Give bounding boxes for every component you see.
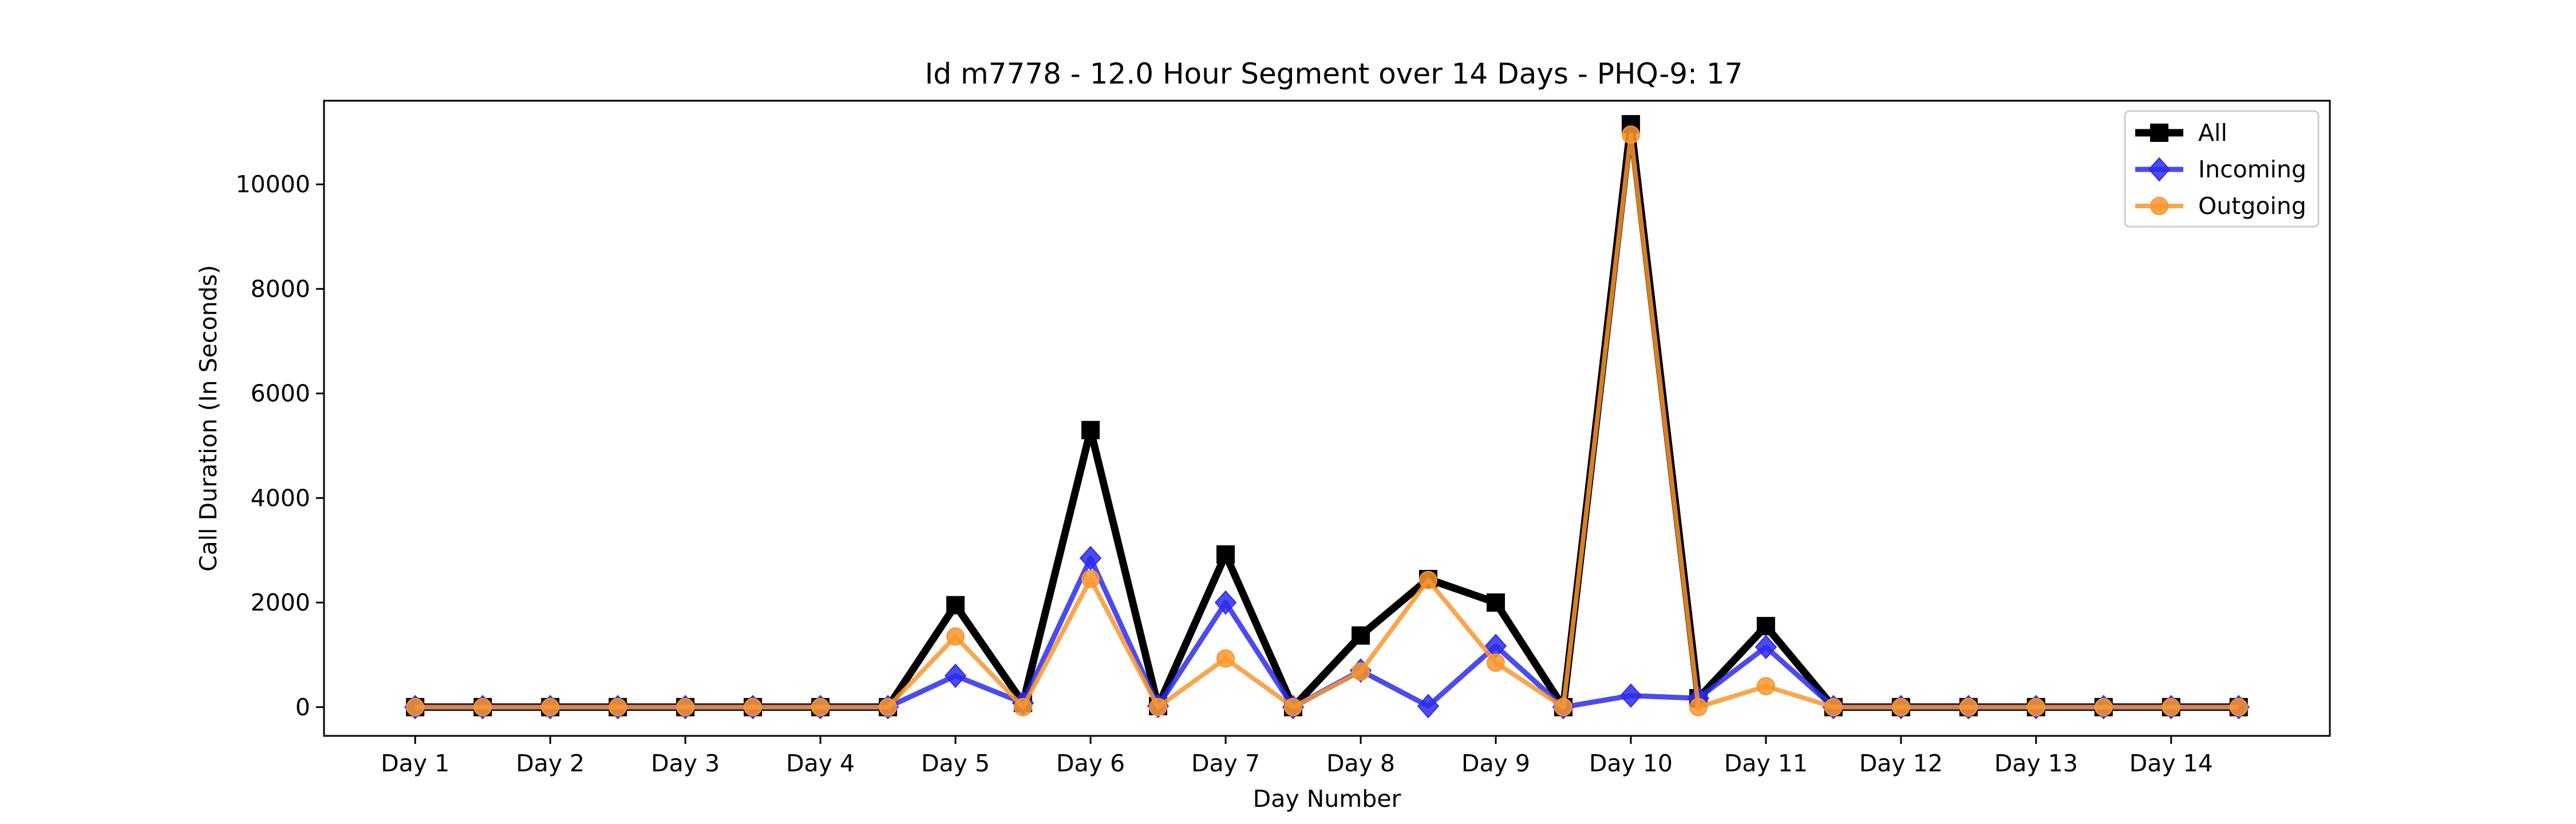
data-point-outgoing	[879, 698, 898, 716]
x-tick-label: Day 13	[1994, 750, 2078, 777]
data-point-incoming	[1417, 694, 1440, 719]
data-point-incoming	[1755, 635, 1777, 660]
data-point-outgoing	[1689, 698, 1708, 716]
data-point-all	[1351, 626, 1370, 645]
y-tick-label: 6000	[251, 380, 310, 407]
data-point-outgoing	[2094, 698, 2113, 716]
data-point-incoming	[1079, 546, 1102, 571]
series-outgoing	[406, 125, 2248, 716]
legend-marker-outgoing	[2150, 197, 2168, 215]
legend-label-all: All	[2198, 119, 2227, 146]
legend-marker-all	[2150, 124, 2168, 142]
data-point-incoming	[1619, 683, 1642, 708]
data-point-all	[1486, 593, 1505, 612]
legend-entry-outgoing: Outgoing	[2135, 192, 2306, 220]
data-point-outgoing	[1621, 125, 1640, 144]
x-tick-label: Day 11	[1724, 750, 1808, 777]
x-tick-label: Day 12	[1859, 750, 1943, 777]
data-point-outgoing	[541, 698, 560, 716]
x-tick-label: Day 5	[921, 750, 990, 777]
data-point-outgoing	[1959, 698, 1978, 716]
x-tick-label: Day 9	[1461, 750, 1530, 777]
x-tick-label: Day 8	[1326, 750, 1395, 777]
data-point-outgoing	[406, 698, 425, 716]
legend-box	[2124, 110, 2320, 228]
data-point-outgoing	[2229, 698, 2248, 716]
y-tick-label: 4000	[251, 484, 310, 512]
data-point-all	[1216, 545, 1235, 564]
data-point-all	[1756, 617, 1775, 636]
data-point-outgoing	[811, 698, 830, 716]
data-point-outgoing	[744, 698, 762, 716]
legend-entry-all: All	[2135, 119, 2227, 146]
data-point-outgoing	[1014, 698, 1033, 716]
x-tick-label: Day 6	[1056, 750, 1125, 777]
data-point-outgoing	[1419, 571, 1437, 589]
legend-label-incoming: Incoming	[2198, 156, 2306, 183]
y-tick-label: 10000	[236, 171, 310, 198]
data-point-outgoing	[473, 698, 492, 716]
x-tick-label: Day 2	[516, 750, 584, 777]
x-tick-label: Day 3	[651, 750, 720, 777]
x-tick-label: Day 10	[1589, 750, 1673, 777]
data-point-outgoing	[1891, 698, 1910, 716]
y-tick-label: 0	[295, 694, 310, 721]
x-tick-label: Day 14	[2129, 750, 2213, 777]
data-point-outgoing	[2162, 698, 2180, 716]
legend: All Incoming Outgoing	[2124, 110, 2320, 228]
data-point-outgoing	[1081, 569, 1100, 588]
data-point-incoming	[944, 663, 967, 688]
x-tick-label: Day 1	[381, 750, 449, 777]
data-point-outgoing	[609, 698, 627, 716]
plot-frame	[323, 100, 2331, 737]
data-point-outgoing	[1486, 653, 1505, 672]
x-tick-label: Day 4	[786, 750, 855, 777]
data-point-outgoing	[1351, 662, 1370, 681]
data-point-incoming	[1214, 590, 1237, 615]
x-tick-label: Day 7	[1191, 750, 1260, 777]
legend-entry-incoming: Incoming	[2135, 156, 2306, 183]
data-point-outgoing	[1756, 677, 1775, 696]
plot-area	[404, 115, 2250, 720]
data-point-outgoing	[946, 627, 965, 646]
axes: 0 2000 4000 6000 8000 10000 Day 1 Day 2 Day 3 Day…	[236, 171, 2213, 777]
data-point-outgoing	[676, 698, 695, 716]
data-point-all	[1081, 421, 1100, 439]
data-point-outgoing	[2026, 698, 2045, 716]
series-line-outgoing	[415, 132, 2239, 710]
y-tick-label: 2000	[251, 589, 310, 616]
data-point-outgoing	[1149, 698, 1168, 716]
legend-label-outgoing: Outgoing	[2198, 192, 2306, 220]
data-point-outgoing	[1284, 698, 1303, 716]
y-tick-label: 8000	[251, 275, 310, 303]
chart-title: Id m7778 - 12.0 Hour Segment over 14 Day…	[925, 57, 1743, 90]
data-point-all	[946, 596, 965, 615]
y-axis-label: Call Duration (In Seconds)	[195, 265, 222, 572]
data-point-outgoing	[1554, 698, 1573, 716]
legend-marker-incoming	[2148, 157, 2171, 182]
x-axis-label: Day Number	[1253, 785, 1401, 813]
data-point-outgoing	[1216, 649, 1235, 668]
data-point-outgoing	[1824, 698, 1843, 716]
